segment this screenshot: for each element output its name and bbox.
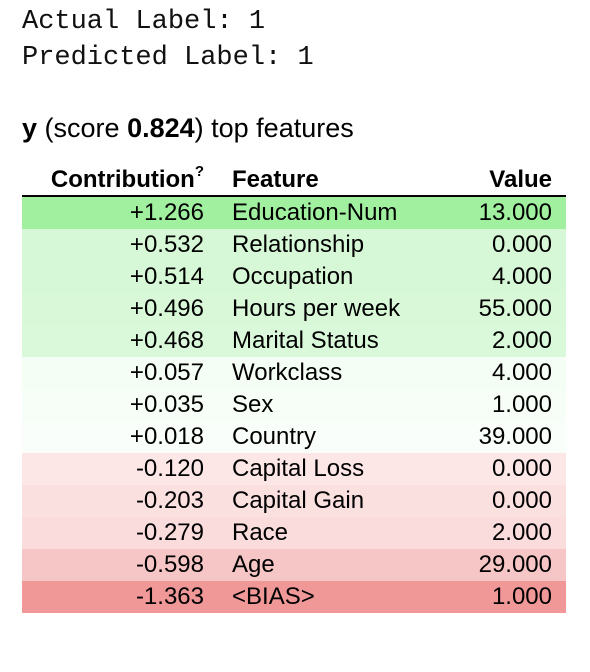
contribution-cell: +0.057: [129, 359, 204, 386]
explanation-heading: y (score 0.824) top features: [22, 110, 354, 146]
feature-cell: Age: [232, 551, 275, 578]
value-cell: 39.000: [478, 423, 552, 450]
feature-cell: Relationship: [232, 231, 365, 258]
contribution-cell: +0.496: [129, 295, 204, 322]
feature-cell: Marital Status: [232, 327, 379, 354]
table-row: +0.514 Occupation 4.000: [22, 261, 566, 293]
feature-header: Feature: [218, 160, 448, 197]
value-cell: 2.000: [491, 519, 552, 546]
score-value: 0.824: [127, 113, 195, 143]
contribution-cell: -1.363: [135, 583, 204, 610]
contribution-cell: -0.203: [135, 487, 204, 514]
contribution-cell: +0.018: [129, 423, 204, 450]
contribution-cell: -0.279: [135, 519, 204, 546]
feature-cell: Sex: [232, 391, 274, 418]
table-row: -0.598 Age 29.000: [22, 549, 566, 581]
contribution-cell: -0.598: [135, 551, 204, 578]
table-body: +1.266 Education-Num 13.000 +0.532 Relations…: [22, 196, 566, 613]
feature-cell: Race: [232, 519, 289, 546]
value-cell: 55.000: [478, 295, 552, 322]
table-row: +0.532 Relationship 0.000: [22, 229, 566, 261]
table-row: +0.468 Marital Status 2.000: [22, 325, 566, 357]
value-header: Value: [447, 160, 566, 197]
contribution-cell: +0.468: [129, 327, 204, 354]
score-prefix: (score: [44, 113, 128, 143]
feature-cell: Capital Loss: [232, 455, 365, 482]
feature-cell: Occupation: [232, 263, 354, 290]
table-row: +1.266 Education-Num 13.000: [22, 196, 566, 229]
feature-cell: Education-Num: [232, 199, 398, 226]
value-cell: 2.000: [491, 327, 552, 354]
value-cell: 0.000: [491, 487, 552, 514]
contribution-cell: +0.532: [129, 231, 204, 258]
feature-cell: Capital Gain: [232, 487, 365, 514]
value-cell: 1.000: [491, 391, 552, 418]
table-row: +0.018 Country 39.000: [22, 421, 566, 453]
feature-cell: <BIAS>: [232, 583, 315, 610]
table-row: +0.035 Sex 1.000: [22, 389, 566, 421]
value-cell: 13.000: [478, 199, 552, 226]
contribution-cell: -0.120: [135, 455, 204, 482]
feature-weights-table: Contribution? Feature Value +1.266 Educat…: [22, 160, 566, 613]
actual-label-text: Actual Label: 1: [22, 7, 266, 37]
value-cell: 0.000: [491, 455, 552, 482]
contribution-cell: +0.035: [129, 391, 204, 418]
predicted-label-text: Predicted Label: 1: [22, 43, 314, 73]
contribution-header: Contribution?: [22, 160, 218, 197]
value-cell: 1.000: [491, 583, 552, 610]
table-row: +0.496 Hours per week 55.000: [22, 293, 566, 325]
value-cell: 29.000: [478, 551, 552, 578]
table-row: -1.363 <BIAS> 1.000: [22, 581, 566, 613]
contribution-cell: +1.266: [129, 199, 204, 226]
value-cell: 4.000: [491, 263, 552, 290]
value-cell: 0.000: [491, 231, 552, 258]
table-header-row: Contribution? Feature Value: [22, 160, 566, 197]
target-name: y: [22, 113, 38, 143]
table-row: -0.279 Race 2.000: [22, 517, 566, 549]
feature-cell: Workclass: [232, 359, 343, 386]
contribution-cell: +0.514: [129, 263, 204, 290]
table-row: +0.057 Workclass 4.000: [22, 357, 566, 389]
contribution-header-label: Contribution: [50, 166, 195, 193]
table-row: -0.120 Capital Loss 0.000: [22, 453, 566, 485]
heading-suffix: ) top features: [194, 113, 354, 143]
feature-cell: Country: [232, 423, 317, 450]
feature-cell: Hours per week: [232, 295, 401, 322]
table-row: -0.203 Capital Gain 0.000: [22, 485, 566, 517]
contribution-help-icon[interactable]: ?: [194, 163, 204, 180]
value-cell: 4.000: [491, 359, 552, 386]
